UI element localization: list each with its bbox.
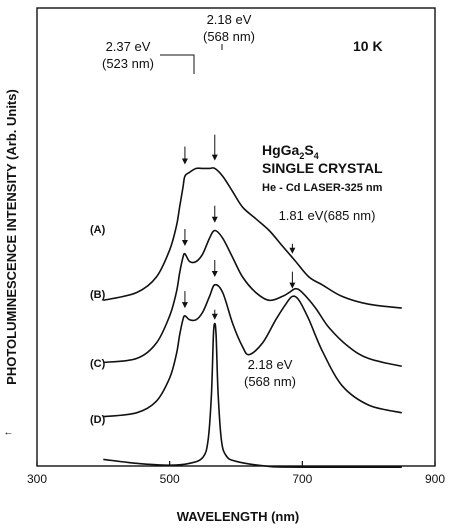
x-tick-label-700: 700 (292, 472, 312, 486)
series-line-d (103, 322, 402, 469)
series-line-b (103, 229, 402, 368)
material-label: HgGa2S4 (262, 142, 319, 161)
peak-218-ev-label: 2.18 eV (207, 12, 252, 27)
crystal-label: SINGLE CRYSTAL (262, 160, 383, 176)
peak-237-arrow-head (181, 158, 188, 165)
a-523-arrow-head (181, 240, 188, 246)
a-568-arrow-head (211, 216, 218, 223)
laser-label: He - Cd LASER-325 nm (262, 182, 383, 194)
series-line-c (103, 283, 402, 418)
spectra-curves (103, 167, 402, 469)
material-sub-1: 2 (299, 151, 304, 161)
peak-237-bracket (160, 54, 195, 74)
series-label-d: (D) (90, 414, 106, 426)
b-523-arrow-head (181, 302, 188, 309)
series-line-a (103, 167, 402, 309)
material-sub-2: 4 (314, 151, 319, 161)
peak-d-ev-label: 2.18 eV (248, 357, 293, 372)
peak-237-nm-label: (523 nm) (102, 56, 154, 71)
d-568-arrow-head (211, 313, 218, 320)
peak-181-label: 1.81 eV(685 nm) (279, 208, 376, 223)
peak-218-arrow-head (211, 154, 218, 161)
series-label-b: (B) (90, 289, 106, 301)
series-label-c: (C) (90, 358, 106, 370)
series-label-a: (A) (90, 224, 106, 236)
peak-218-nm-label: (568 nm) (203, 29, 255, 44)
a-685-arrow-head (289, 247, 296, 254)
material-base: HgGa (262, 142, 300, 158)
y-axis-arrow: ↑ (3, 431, 14, 436)
b-568-arrow-head (211, 271, 218, 278)
x-ticks: 300 500 700 900 (27, 461, 445, 486)
material-mid: S (304, 142, 313, 158)
b-685-arrow-head (289, 282, 296, 289)
peak-237-ev-label: 2.37 eV (106, 39, 151, 54)
plot-frame (36, 7, 436, 467)
x-tick-label-500: 500 (160, 472, 180, 486)
y-axis-label: PHOTOLUMINESCENCE INTENSITY (Arb. Units) (4, 89, 19, 385)
x-tick-label-300: 300 (27, 472, 47, 486)
x-tick-label-900: 900 (425, 472, 445, 486)
x-axis-label: WAVELENGTH (nm) (177, 509, 300, 524)
peak-arrows (181, 134, 296, 320)
peak-d-nm-label: (568 nm) (244, 374, 296, 389)
temperature-label: 10 K (353, 38, 383, 54)
